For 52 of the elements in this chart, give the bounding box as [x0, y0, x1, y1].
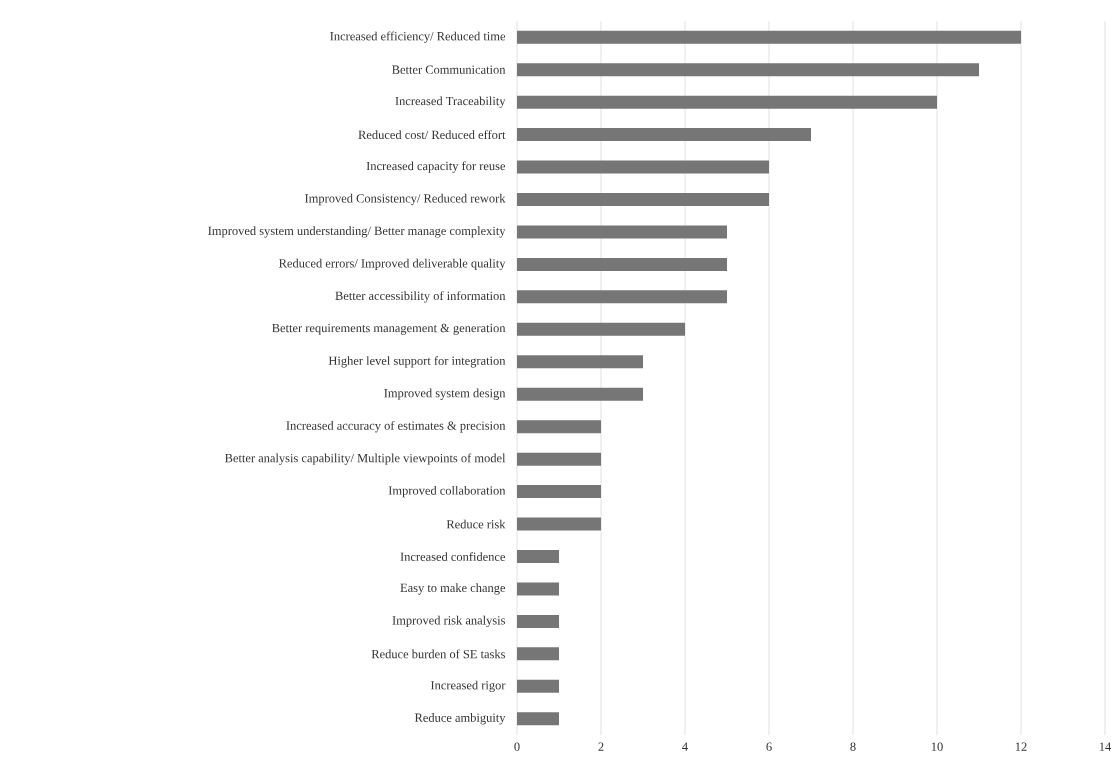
x-tick-label: 6 — [766, 742, 772, 751]
y-tick-label: Reduce ambiguity — [414, 713, 506, 725]
bar — [517, 355, 643, 369]
bar — [517, 420, 601, 434]
bar — [517, 290, 727, 304]
bar — [517, 63, 980, 77]
x-tick-label: 8 — [850, 742, 856, 751]
bar — [517, 128, 812, 142]
bar — [517, 387, 643, 401]
y-tick-label: Better analysis capability/ Multiple viewpoints of model — [225, 453, 506, 465]
y-tick-label: Increased rigor — [430, 680, 506, 692]
bar — [517, 550, 559, 564]
y-tick-label: Reduced cost/ Reduced effort — [358, 130, 506, 140]
bar — [517, 160, 770, 174]
y-tick-label: Increased efficiency/ Reduced time — [330, 31, 506, 43]
y-tick-label: Improved system understanding/ Better manage complexity — [208, 226, 506, 238]
y-tick-label: Improved system design — [384, 388, 506, 400]
y-tick-label: Increased confidence — [400, 552, 506, 561]
bar — [517, 647, 559, 661]
bar — [517, 452, 601, 466]
y-tick-label: Reduced errors/ Improved deliverable quality — [279, 258, 506, 271]
y-tick-label: Higher level support for integration — [328, 356, 506, 368]
x-tick-label: 0 — [514, 742, 520, 751]
bar — [517, 679, 559, 693]
y-tick-label: Improved Consistency/ Reduced rework — [305, 193, 506, 206]
x-tick-label: 4 — [682, 742, 688, 751]
bar — [517, 193, 770, 206]
x-tick-label: 14 — [1099, 742, 1112, 751]
y-tick-label: Easy to make change — [400, 583, 506, 595]
x-tick-label: 2 — [598, 742, 604, 751]
y-tick-label: Improved risk analysis — [392, 615, 506, 628]
bar — [517, 582, 559, 596]
y-tick-label: Reduce risk — [446, 519, 506, 529]
x-tick-label: 12 — [1015, 742, 1027, 751]
y-tick-label: Increased capacity for reuse — [366, 161, 506, 173]
bar — [517, 30, 1022, 44]
bar — [517, 712, 559, 726]
bar — [517, 614, 559, 628]
x-tick-label: 10 — [931, 742, 943, 751]
y-tick-label: Better accessibility of information — [335, 291, 506, 303]
bar — [517, 95, 938, 109]
y-tick-label: Better requirements management & generation — [272, 323, 506, 335]
y-tick-label: Reduce burden of SE tasks — [371, 649, 506, 659]
y-tick-label: Increased Traceability — [395, 96, 506, 108]
bar — [517, 257, 727, 271]
bar — [517, 517, 601, 531]
bar — [517, 322, 685, 336]
y-tick-label: Increased accuracy of estimates & precision — [286, 420, 506, 433]
y-tick-label: Improved collaboration — [388, 485, 506, 498]
bar — [517, 485, 601, 499]
bar — [517, 225, 727, 239]
y-tick-label: Better Communication — [392, 65, 506, 74]
